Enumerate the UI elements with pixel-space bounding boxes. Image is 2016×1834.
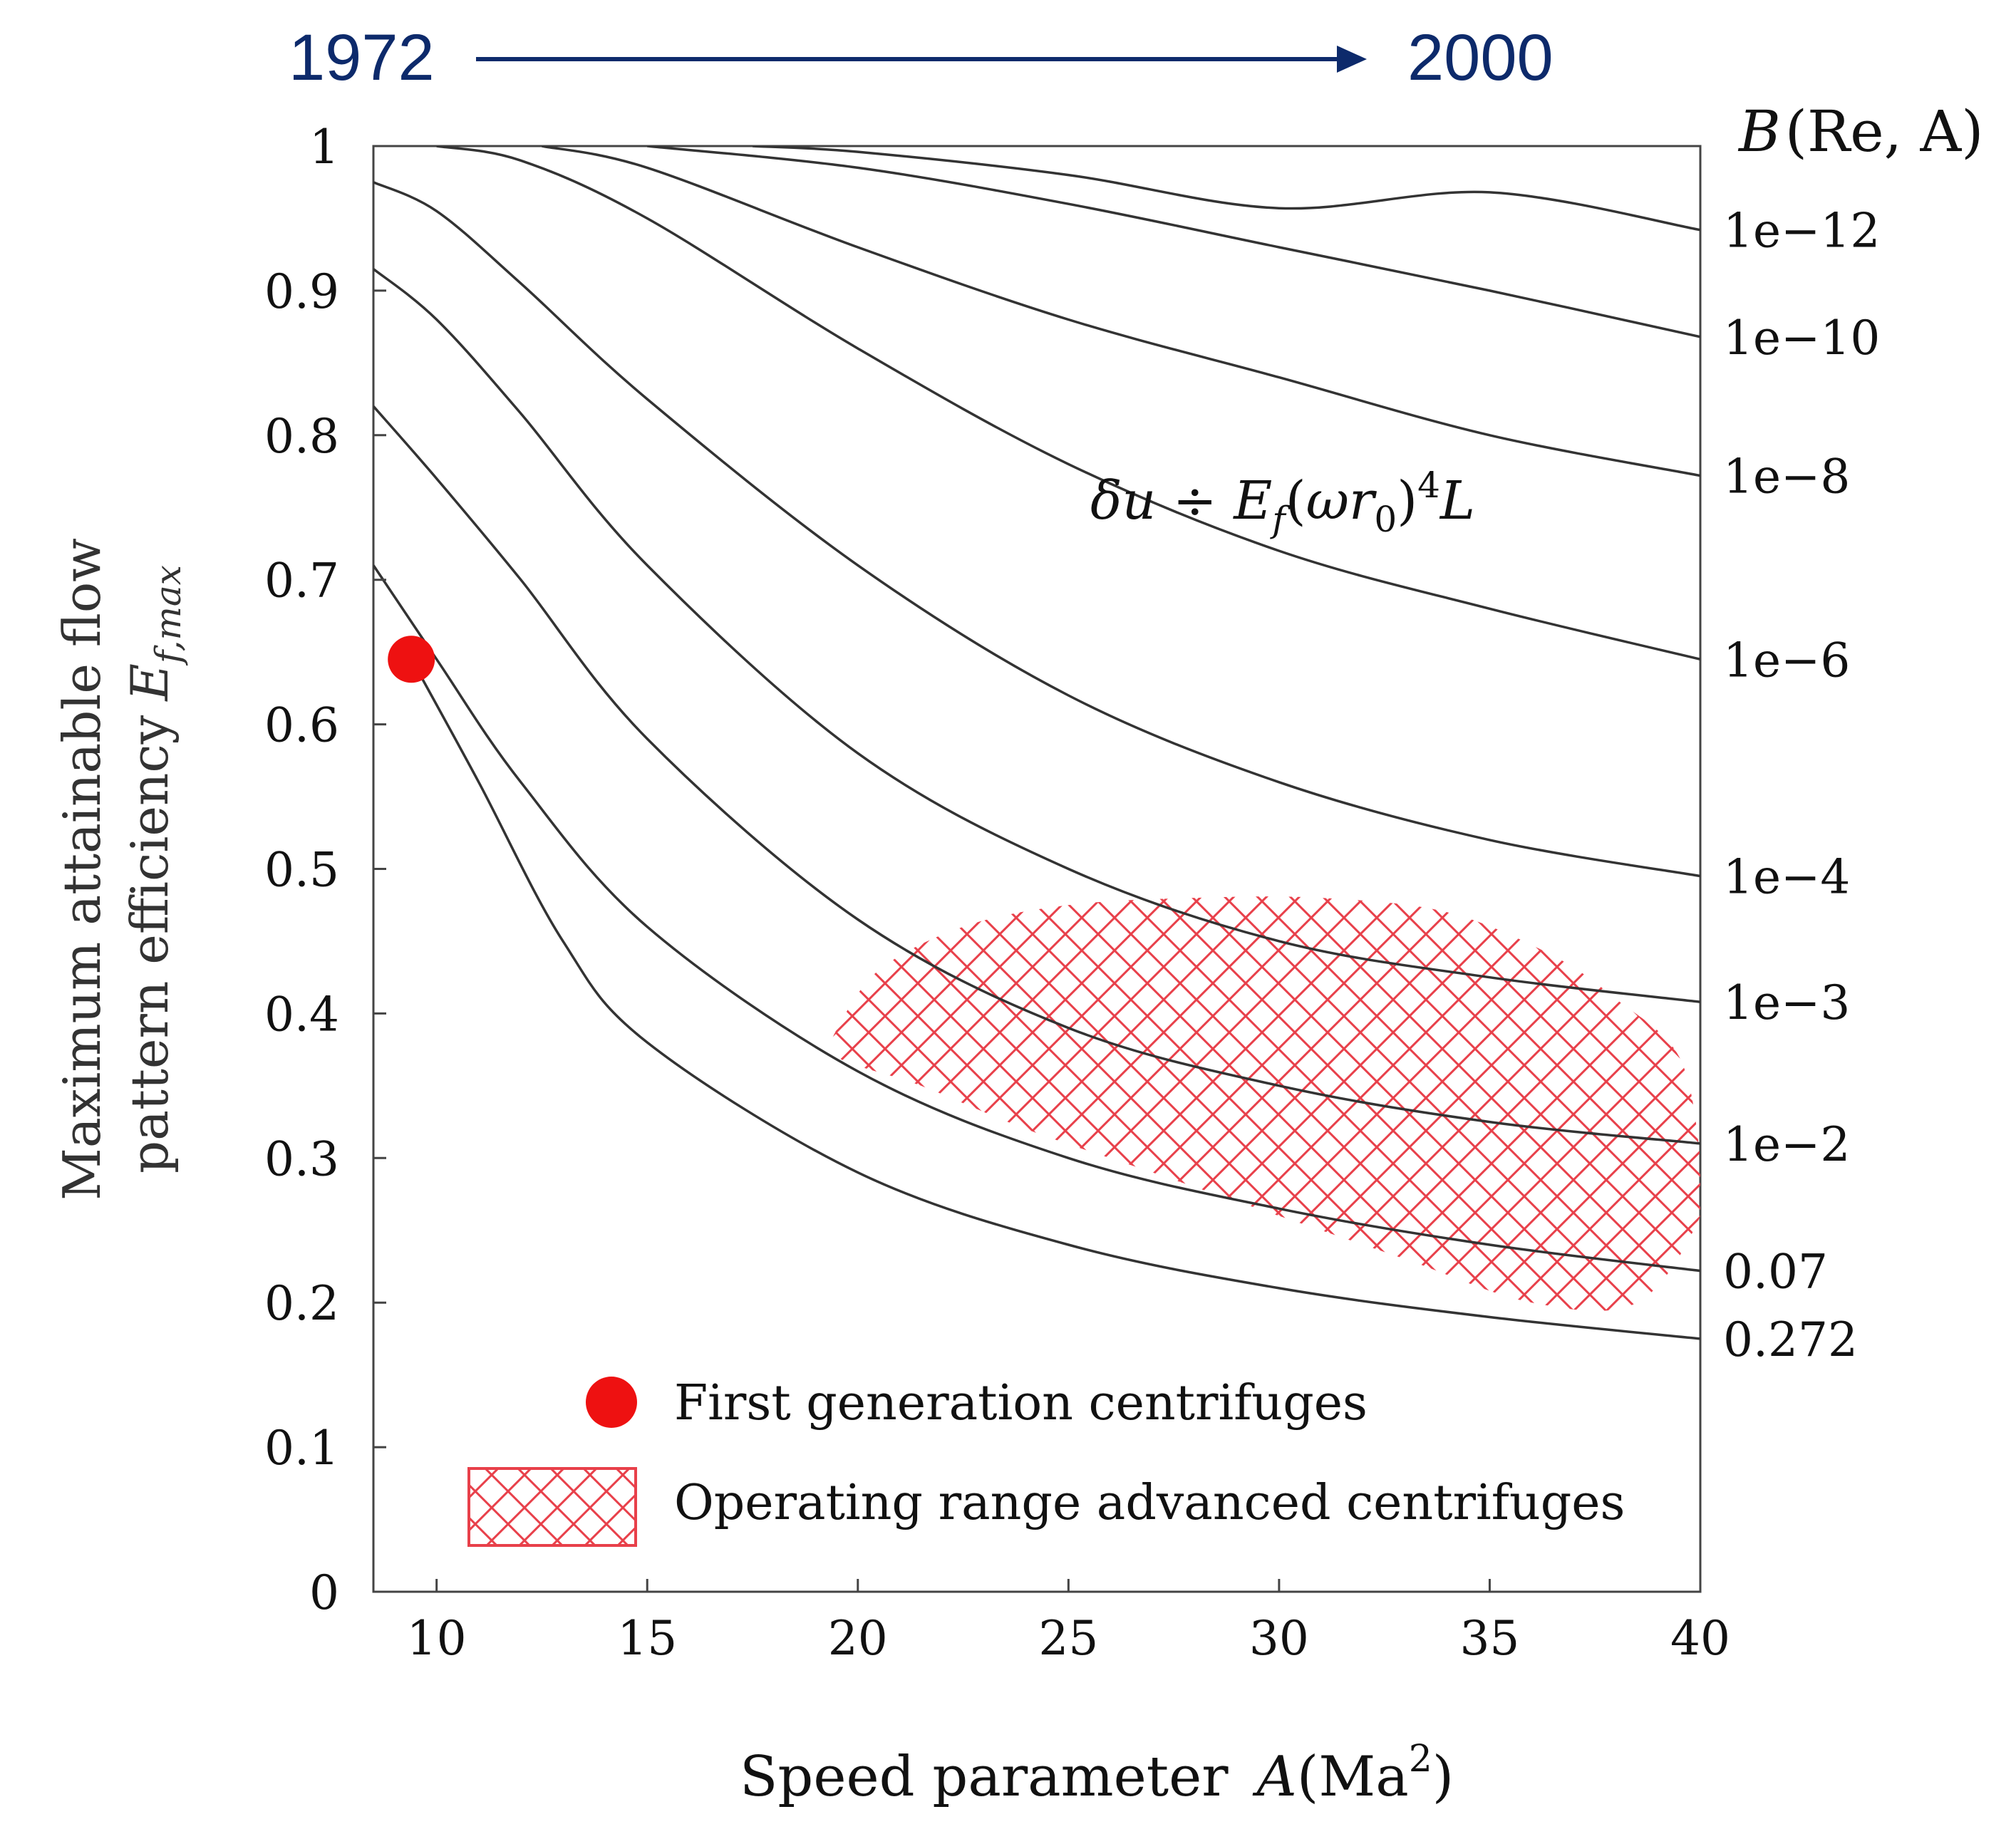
- right-axis-title: B(Re, A): [1737, 98, 1983, 165]
- curve-1e-12: [752, 146, 1700, 232]
- timeline-end-label: 2000: [1407, 21, 1554, 94]
- curve-0-272: [414, 665, 1700, 1340]
- y-tick-label: 0.3: [264, 1131, 339, 1186]
- curve-label-1e-2: 1e−2: [1723, 1117, 1850, 1172]
- curves-group: [373, 146, 1700, 1340]
- y-tick-label: 0.7: [264, 554, 339, 608]
- x-tick-label: 20: [828, 1611, 888, 1666]
- y-tick-label: 0.2: [264, 1276, 339, 1331]
- y-tick-label: 0.1: [264, 1421, 339, 1476]
- y-tick-label: 1: [309, 120, 339, 175]
- curve-labels-group: 1e−12 1e−10 1e−8 1e−6 1e−4 1e−3 1e−2 0.07 0.272: [1723, 204, 1880, 1367]
- x-tick-label: 30: [1249, 1611, 1309, 1666]
- curve-label-1e-10: 1e−10: [1723, 311, 1880, 366]
- curve-label-1e-4: 1e−4: [1723, 850, 1850, 905]
- x-tick-label: 15: [617, 1611, 677, 1666]
- y-tick-label: 0: [309, 1565, 339, 1620]
- timeline-arrow-head: [1337, 46, 1367, 73]
- legend-first-gen-marker: [586, 1377, 637, 1428]
- annotation-formula: δu ÷ Ef(ωr0)4L: [1090, 465, 1475, 540]
- legend-operating-range-swatch: [467, 1467, 637, 1547]
- legend-operating-range-label: Operating range advanced centrifuges: [674, 1475, 1625, 1531]
- x-tick-label: 40: [1670, 1611, 1730, 1666]
- operating-range-region: [830, 896, 1700, 1311]
- y-axis-label-line1: Maximum attainable flow: [52, 538, 112, 1201]
- x-tick-label: 35: [1459, 1611, 1519, 1666]
- curve-label-0-272: 0.272: [1723, 1312, 1858, 1367]
- y-tick-label: 0.5: [264, 843, 339, 898]
- curve-label-0-07: 0.07: [1723, 1245, 1828, 1300]
- y-tick-label: 0.9: [264, 264, 339, 319]
- y-axis-label: Maximum attainable flow pattern efficien…: [52, 538, 189, 1201]
- curve-1e-10: [647, 146, 1700, 338]
- curve-1e-4: [373, 181, 1700, 878]
- y-tick-label: 0.8: [264, 409, 339, 464]
- x-axis-ticks: 10 15 20 25 30 35 40: [407, 1579, 1730, 1666]
- x-tick-label: 10: [407, 1611, 467, 1666]
- y-tick-label: 0.6: [264, 698, 339, 753]
- x-tick-label: 25: [1038, 1611, 1098, 1666]
- legend-first-gen-label: First generation centrifuges: [674, 1375, 1368, 1431]
- curve-label-1e-8: 1e−8: [1723, 450, 1850, 504]
- timeline-start-label: 1972: [289, 21, 435, 94]
- first-generation-marker: [388, 636, 435, 683]
- curve-label-1e-12: 1e−12: [1723, 204, 1880, 259]
- curve-1e-8: [542, 146, 1700, 477]
- legend: First generation centrifuges Operating r…: [467, 1375, 1625, 1547]
- curve-1e-3: [373, 268, 1700, 1003]
- y-tick-label: 0.4: [264, 987, 339, 1042]
- curve-1e-2: [373, 405, 1700, 1145]
- curve-0-07: [373, 564, 1700, 1273]
- y-axis-ticks: 0 0.1 0.2 0.3 0.4 0.5 0.6 0.7 0.8 0.9 1: [264, 120, 386, 1620]
- x-axis-label: Speed parameter A(Ma2): [740, 1738, 1454, 1809]
- curve-label-1e-6: 1e−6: [1723, 633, 1850, 688]
- y-axis-label-line2: pattern efficiencyEf,max: [120, 565, 189, 1174]
- timeline: 1972 2000: [289, 21, 1554, 94]
- curve-label-1e-3: 1e−3: [1723, 975, 1850, 1030]
- curve-1e-6: [436, 146, 1700, 661]
